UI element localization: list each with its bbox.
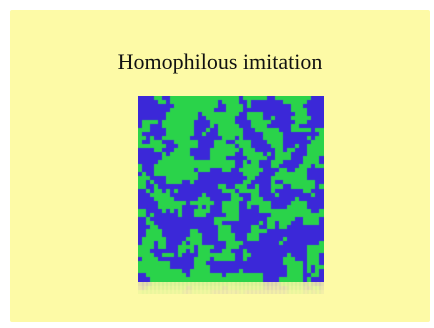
slide-title: Homophilous imitation	[117, 49, 323, 74]
simulation-grid-reflection	[138, 282, 324, 294]
simulation-grid	[138, 96, 324, 282]
